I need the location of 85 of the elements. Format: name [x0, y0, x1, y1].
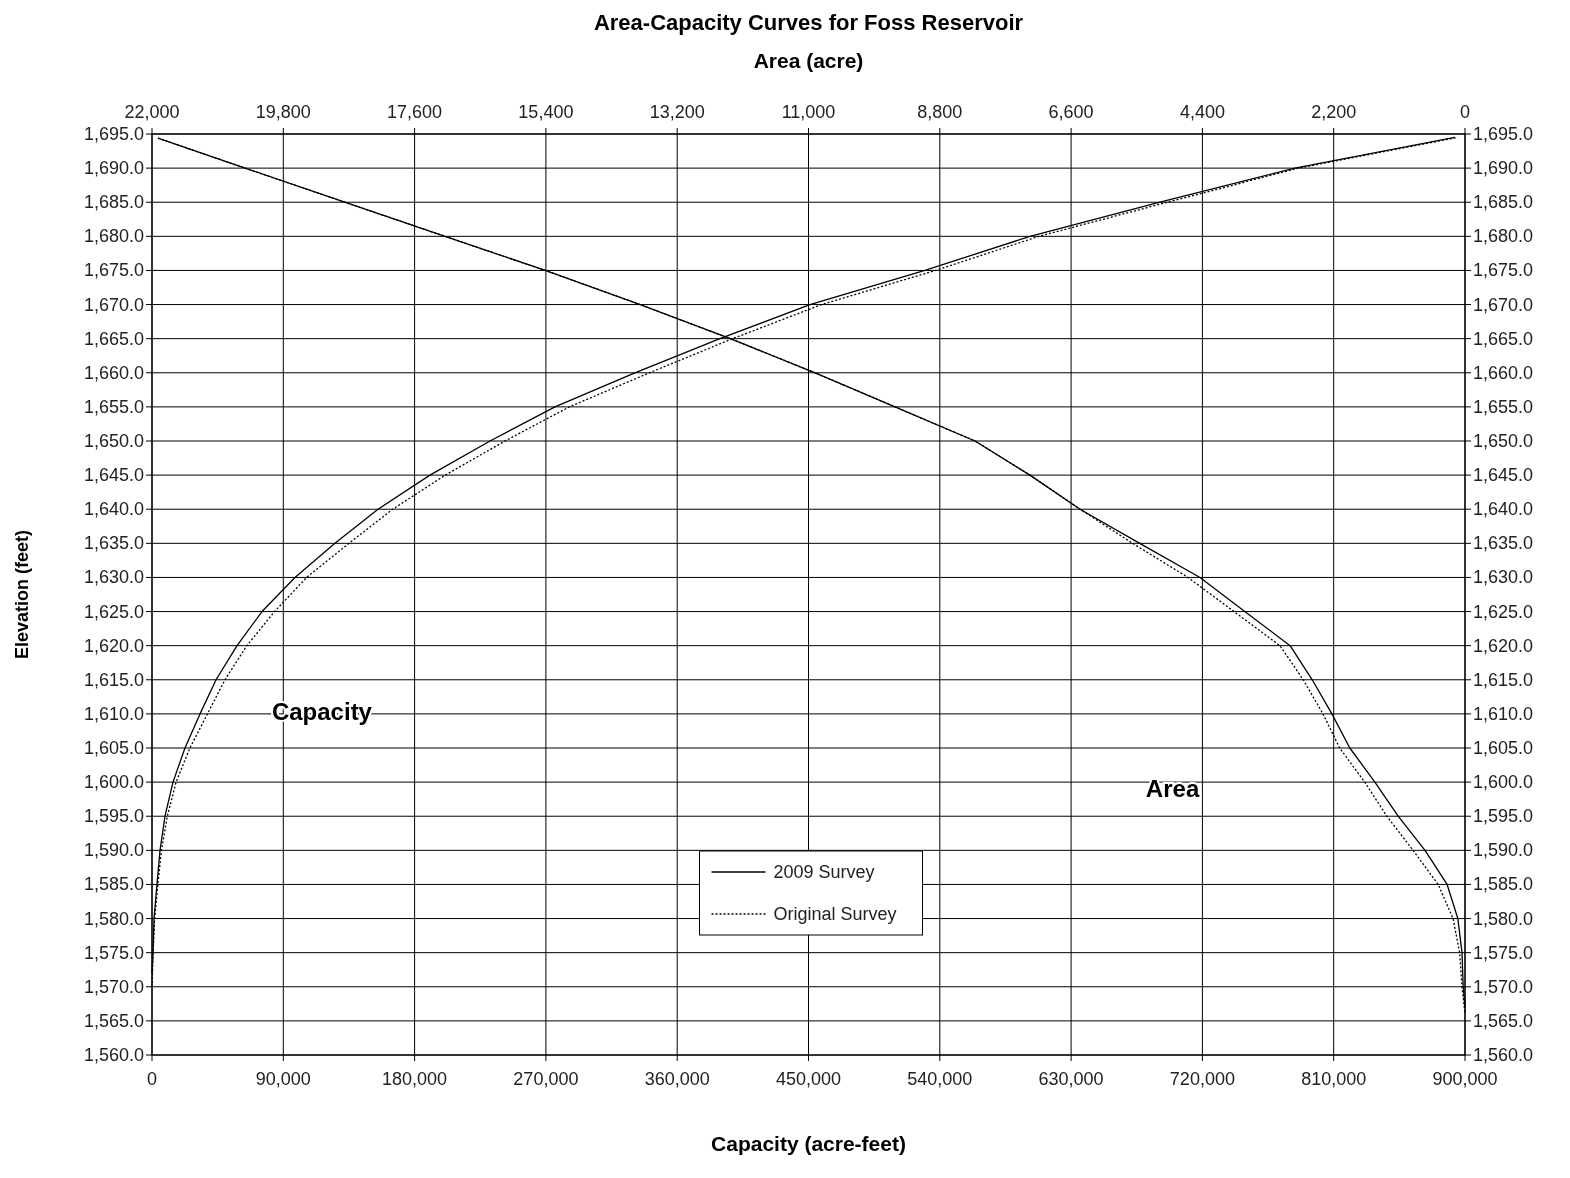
y2-tick-label: 1,615.0 [1473, 669, 1534, 690]
y2-tick-label: 1,675.0 [1473, 260, 1534, 281]
legend-label: 2009 Survey [773, 862, 875, 882]
y2-tick-label: 1,560.0 [1473, 1045, 1534, 1065]
y2-tick-label: 1,610.0 [1473, 703, 1534, 724]
y-tick-label: 1,655.0 [83, 396, 144, 417]
y2-tick-label: 1,585.0 [1473, 874, 1534, 895]
y2-tick-label: 1,590.0 [1473, 840, 1534, 861]
x-tick-label: 0 [146, 1069, 158, 1089]
y2-tick-label: 1,645.0 [1473, 465, 1534, 486]
y-tick-label: 1,645.0 [83, 465, 144, 486]
x-tick-label: 900,000 [1432, 1069, 1498, 1089]
chart-title: Area-Capacity Curves for Foss Reservoir [593, 10, 1024, 35]
y-tick-label: 1,595.0 [83, 806, 144, 827]
y-tick-label: 1,610.0 [83, 703, 144, 724]
y-tick-label: 1,660.0 [83, 362, 144, 383]
y2-tick-label: 1,680.0 [1473, 226, 1534, 247]
y2-tick-label: 1,685.0 [1473, 192, 1534, 213]
x-tick-label: 90,000 [255, 1069, 311, 1089]
x2-tick-label: 6,600 [1048, 102, 1094, 122]
y2-tick-label: 1,650.0 [1473, 431, 1534, 451]
x-tick-label: 720,000 [1169, 1069, 1235, 1089]
y-tick-label: 1,680.0 [83, 226, 144, 247]
y-tick-label: 1,635.0 [83, 533, 144, 554]
y2-tick-label: 1,600.0 [1473, 772, 1534, 793]
x2-tick-label: 0 [1459, 102, 1471, 122]
x2-tick-label: 8,800 [917, 102, 963, 122]
y-tick-label: 1,685.0 [83, 192, 144, 213]
y-tick-label: 1,620.0 [83, 635, 144, 656]
y2-tick-label: 1,630.0 [1473, 567, 1534, 588]
y2-tick-label: 1,570.0 [1473, 976, 1534, 997]
y2-tick-label: 1,595.0 [1473, 806, 1534, 827]
y-tick-label: 1,690.0 [83, 158, 144, 179]
y-tick-label: 1,695.0 [83, 124, 144, 144]
x2-tick-label: 2,200 [1311, 102, 1357, 122]
y-tick-label: 1,560.0 [83, 1045, 144, 1065]
x-tick-label: 360,000 [644, 1069, 710, 1089]
annotation: Area [1145, 774, 1200, 802]
x-tick-label: 180,000 [382, 1069, 448, 1089]
y-tick-label: 1,675.0 [83, 260, 144, 281]
x-tick-label: 270,000 [513, 1069, 579, 1089]
y-tick-label: 1,570.0 [83, 976, 144, 997]
y2-tick-label: 1,620.0 [1473, 635, 1534, 656]
y-tick-label: 1,580.0 [83, 908, 144, 929]
y-tick-label: 1,600.0 [83, 772, 144, 793]
legend-label: Original Survey [773, 904, 897, 924]
x2-tick-label: 17,600 [387, 102, 443, 122]
y2-tick-label: 1,605.0 [1473, 738, 1534, 758]
y-tick-label: 1,605.0 [83, 738, 144, 758]
y2-tick-label: 1,660.0 [1473, 362, 1534, 383]
y-tick-label: 1,650.0 [83, 431, 144, 451]
y2-tick-label: 1,665.0 [1473, 328, 1534, 349]
y-tick-label: 1,590.0 [83, 840, 144, 861]
x-tick-label: 540,000 [907, 1069, 973, 1089]
y2-tick-label: 1,690.0 [1473, 158, 1534, 179]
x2-tick-label: 15,400 [518, 102, 574, 122]
y-tick-label: 1,565.0 [83, 1010, 144, 1031]
y-axis-title: Elevation (feet) [12, 529, 32, 660]
x-tick-label: 810,000 [1301, 1069, 1367, 1089]
y-tick-label: 1,670.0 [83, 294, 144, 315]
x2-tick-label: 4,400 [1179, 102, 1225, 122]
y2-tick-label: 1,565.0 [1473, 1010, 1534, 1031]
x-tick-label: 630,000 [1038, 1069, 1104, 1089]
x2-tick-label: 22,000 [124, 102, 180, 122]
x2-tick-label: 19,800 [255, 102, 311, 122]
x-axis-title: Capacity (acre-feet) [711, 1132, 906, 1155]
y2-tick-label: 1,640.0 [1473, 499, 1534, 520]
x2-axis-title: Area (acre) [753, 49, 864, 72]
x2-tick-label: 11,000 [781, 102, 836, 122]
y2-tick-label: 1,695.0 [1473, 124, 1534, 144]
y-tick-label: 1,625.0 [83, 601, 144, 622]
y2-tick-label: 1,670.0 [1473, 294, 1534, 315]
y-tick-label: 1,665.0 [83, 328, 144, 349]
y2-tick-label: 1,575.0 [1473, 942, 1534, 963]
y-tick-label: 1,640.0 [83, 499, 144, 520]
x-tick-label: 450,000 [775, 1069, 842, 1089]
y-tick-label: 1,585.0 [83, 874, 144, 895]
y-tick-label: 1,615.0 [83, 669, 144, 690]
y-tick-label: 1,630.0 [83, 567, 144, 588]
x2-tick-label: 13,200 [649, 102, 705, 122]
y2-tick-label: 1,580.0 [1473, 908, 1534, 929]
y2-tick-label: 1,635.0 [1473, 533, 1534, 554]
y-tick-label: 1,575.0 [83, 942, 144, 963]
y2-tick-label: 1,655.0 [1473, 396, 1534, 417]
y2-tick-label: 1,625.0 [1473, 601, 1534, 622]
